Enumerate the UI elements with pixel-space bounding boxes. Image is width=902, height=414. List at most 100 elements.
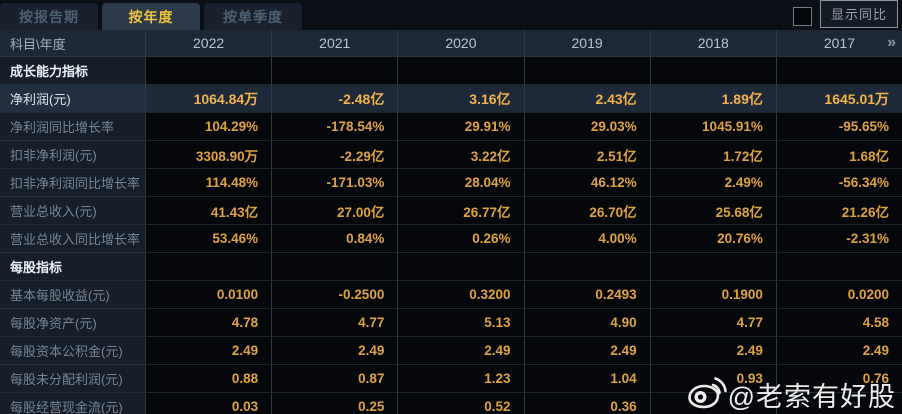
cell-value[interactable]: -2.31% xyxy=(775,225,902,253)
cell-value[interactable]: 4.78 xyxy=(145,309,272,337)
cell-value[interactable]: 0.88 xyxy=(145,365,272,393)
cell-value xyxy=(271,57,398,85)
cell-value[interactable]: 0.2493 xyxy=(523,281,650,309)
table-row[interactable]: 营业总收入(元) 41.43亿 27.00亿 26.77亿 26.70亿 25.68亿 21… xyxy=(0,197,902,225)
cell-value[interactable]: 4.90 xyxy=(523,309,650,337)
row-label: 每股未分配利润(元) xyxy=(0,365,145,393)
table-row[interactable]: 扣非净利润同比增长率 114.48% -171.03% 28.04% 46.12% 2.4… xyxy=(0,169,902,197)
cell-value xyxy=(145,253,272,281)
cell-value[interactable]: 4.58 xyxy=(775,309,902,337)
row-label: 基本每股收益(元) xyxy=(0,281,145,309)
cell-value[interactable]: 0.03 xyxy=(145,393,272,414)
row-label: 每股资本公积金(元) xyxy=(0,337,145,365)
table-row[interactable]: 扣非净利润(元) 3308.90万 -2.29亿 3.22亿 2.51亿 1.72亿 1.6… xyxy=(0,141,902,169)
cell-value[interactable]: 2.49 xyxy=(523,337,650,365)
cell-value[interactable]: 5.13 xyxy=(397,309,524,337)
cell-value[interactable]: 2.49% xyxy=(649,169,776,197)
cell-value[interactable]: 114.48% xyxy=(145,169,272,197)
cell-value[interactable]: 0.3200 xyxy=(397,281,524,309)
cell-value[interactable]: 2.49 xyxy=(397,337,524,365)
cell-value[interactable]: 3.16亿 xyxy=(397,85,524,113)
cell-value xyxy=(523,253,650,281)
show-yoy-checkbox[interactable] xyxy=(792,7,812,26)
more-years-icon[interactable]: » xyxy=(887,34,896,51)
cell-value[interactable]: 1.72亿 xyxy=(649,141,776,169)
section-row: 成长能力指标 xyxy=(0,57,902,85)
cell-value[interactable]: 0.0100 xyxy=(145,281,272,309)
table-row[interactable]: 每股资本公积金(元) 2.49 2.49 2.49 2.49 2.49 2.49 xyxy=(0,337,902,365)
cell-value[interactable]: 41.43亿 xyxy=(145,197,272,225)
cell-value[interactable]: 2.43亿 xyxy=(523,85,650,113)
cell-value[interactable]: 1064.84万 xyxy=(145,85,272,113)
cell-value[interactable]: 0.87 xyxy=(271,365,398,393)
cell-value[interactable]: -95.65% xyxy=(775,113,902,141)
table-row[interactable]: 每股经营现金流(元) 0.03 0.25 0.52 0.36 xyxy=(0,393,902,414)
cell-value[interactable]: 0.93 xyxy=(649,365,776,393)
cell-value[interactable]: 1.23 xyxy=(397,365,524,393)
cell-value[interactable]: 0.36 xyxy=(523,393,650,414)
cell-value[interactable]: 4.00% xyxy=(523,225,650,253)
cell-value[interactable]: 1.04 xyxy=(523,365,650,393)
cell-value[interactable]: 2.49 xyxy=(145,337,272,365)
cell-value[interactable]: 1045.91% xyxy=(649,113,776,141)
cell-value[interactable]: 2.51亿 xyxy=(523,141,650,169)
cell-value[interactable]: -0.2500 xyxy=(271,281,398,309)
cell-value[interactable] xyxy=(649,393,776,414)
cell-value xyxy=(397,57,524,85)
cell-value[interactable]: 1.68亿 xyxy=(775,141,902,169)
cell-value[interactable]: -2.29亿 xyxy=(271,141,398,169)
cell-value[interactable]: 20.76% xyxy=(649,225,776,253)
cell-value[interactable]: 3.22亿 xyxy=(397,141,524,169)
cell-value[interactable]: 2.49 xyxy=(271,337,398,365)
cell-value[interactable]: -56.34% xyxy=(775,169,902,197)
cell-value[interactable]: 25.68亿 xyxy=(649,197,776,225)
cell-value[interactable]: -178.54% xyxy=(271,113,398,141)
corner-label: 科目\年度 xyxy=(0,30,145,56)
tab-single-quarter[interactable]: 按单季度 xyxy=(204,3,302,30)
financial-table: 科目\年度 2022 2021 2020 2019 2018 2017» 成长能力指标 净利… xyxy=(0,30,902,414)
cell-value[interactable]: 53.46% xyxy=(145,225,272,253)
table-row[interactable]: 基本每股收益(元) 0.0100 -0.2500 0.3200 0.2493 0.1900… xyxy=(0,281,902,309)
table-row[interactable]: 净利润同比增长率 104.29% -178.54% 29.91% 29.03% 1045.… xyxy=(0,113,902,141)
tab-annual[interactable]: 按年度 xyxy=(102,3,200,30)
cell-value[interactable]: 26.77亿 xyxy=(397,197,524,225)
row-label: 扣非净利润同比增长率 xyxy=(0,169,145,197)
cell-value xyxy=(145,57,272,85)
cell-value[interactable]: 0.52 xyxy=(397,393,524,414)
cell-value[interactable]: 46.12% xyxy=(523,169,650,197)
cell-value xyxy=(649,57,776,85)
cell-value[interactable]: 4.77 xyxy=(649,309,776,337)
row-label: 营业总收入同比增长率 xyxy=(0,225,145,253)
table-row[interactable]: 营业总收入同比增长率 53.46% 0.84% 0.26% 4.00% 20.76% -2.… xyxy=(0,225,902,253)
cell-value[interactable]: 0.76 xyxy=(775,365,902,393)
cell-value[interactable]: 27.00亿 xyxy=(271,197,398,225)
cell-value[interactable]: 2.49 xyxy=(649,337,776,365)
tab-report-period[interactable]: 按报告期 xyxy=(0,3,98,30)
cell-value[interactable]: -171.03% xyxy=(271,169,398,197)
cell-value[interactable]: -2.48亿 xyxy=(271,85,398,113)
cell-value[interactable]: 0.0200 xyxy=(775,281,902,309)
table-body: 成长能力指标 净利润(元) 1064.84万 -2.48亿 3.16亿 2.43亿 1.89… xyxy=(0,57,902,414)
cell-value[interactable]: 3308.90万 xyxy=(145,141,272,169)
cell-value[interactable]: 26.70亿 xyxy=(523,197,650,225)
cell-value[interactable]: 28.04% xyxy=(397,169,524,197)
cell-value[interactable]: 0.25 xyxy=(271,393,398,414)
cell-value[interactable]: 1645.01万 xyxy=(775,85,902,113)
row-label: 净利润同比增长率 xyxy=(0,113,145,141)
table-row[interactable]: 每股未分配利润(元) 0.88 0.87 1.23 1.04 0.93 0.76 xyxy=(0,365,902,393)
table-row[interactable]: 净利润(元) 1064.84万 -2.48亿 3.16亿 2.43亿 1.89亿 1645.… xyxy=(0,85,902,113)
cell-value[interactable]: 21.26亿 xyxy=(775,197,902,225)
cell-value[interactable]: 1.89亿 xyxy=(649,85,776,113)
cell-value[interactable]: 29.91% xyxy=(397,113,524,141)
cell-value[interactable]: 0.84% xyxy=(271,225,398,253)
year-header-2022: 2022 xyxy=(145,30,272,56)
cell-value[interactable] xyxy=(775,393,902,414)
cell-value[interactable]: 0.26% xyxy=(397,225,524,253)
show-yoy-toggle[interactable]: 显示同比 xyxy=(819,0,898,28)
cell-value[interactable]: 0.1900 xyxy=(649,281,776,309)
table-row[interactable]: 每股净资产(元) 4.78 4.77 5.13 4.90 4.77 4.58 xyxy=(0,309,902,337)
cell-value[interactable]: 4.77 xyxy=(271,309,398,337)
cell-value[interactable]: 104.29% xyxy=(145,113,272,141)
cell-value[interactable]: 29.03% xyxy=(523,113,650,141)
cell-value[interactable]: 2.49 xyxy=(775,337,902,365)
